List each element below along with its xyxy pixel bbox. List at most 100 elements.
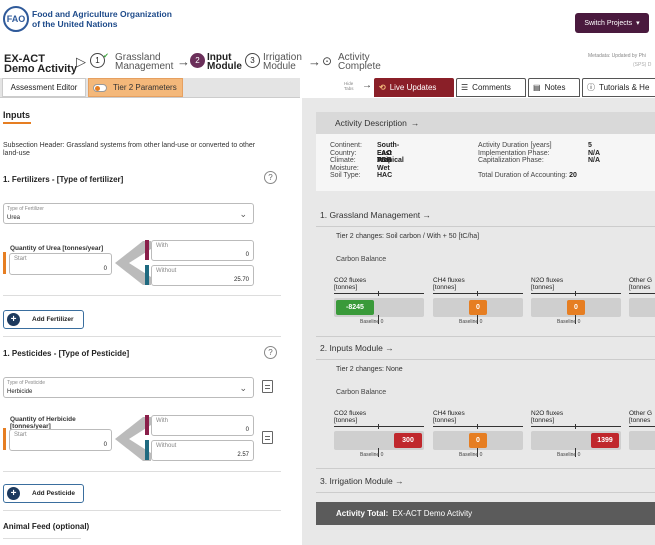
help-icon: ⓘ (587, 83, 595, 92)
tab-assessment-editor[interactable]: Assessment Editor (2, 78, 86, 97)
split-arrow-icon (115, 417, 151, 461)
module-grassland-title: 1. Grassland Management (320, 210, 421, 220)
activity-description-header[interactable]: Activity Description → (316, 112, 655, 134)
step-1-circle[interactable]: 1 (90, 53, 105, 68)
metadata-text: Metadata: Updated by Phi (588, 53, 646, 59)
flux-name-line1: N2O fluxes (531, 277, 564, 284)
step-1-label[interactable]: Grassland Management (115, 53, 174, 72)
chevron-down-icon: ▾ (636, 20, 640, 27)
section-underline (3, 122, 31, 124)
herbicide-with-input[interactable]: With 0 (151, 415, 254, 436)
tier2-label: Tier 2 Parameters (113, 83, 177, 92)
live-updates-panel: Activity Description → Continent: South-… (302, 98, 655, 545)
flux-name-line1: CH4 fluxes (433, 410, 465, 417)
arrow-right-icon: → (308, 54, 321, 69)
herbicide-start-input[interactable]: Start 0 (9, 429, 112, 451)
moisture-value: Wet (377, 164, 390, 172)
help-icon[interactable]: ? (264, 346, 277, 359)
flux-axis-tick (477, 424, 478, 429)
baseline-label: Baseline 0 (459, 452, 483, 458)
tab-tutorials[interactable]: ⓘ Tutorials & He (582, 78, 655, 97)
fao-logo: FAO (3, 6, 29, 32)
flux-name-line1: N2O fluxes (531, 410, 564, 417)
flux-name-line1: Other G (629, 410, 653, 417)
flux-name: N2O fluxes [tonnes] (531, 277, 563, 291)
switch-projects-label: Switch Projects (584, 19, 633, 27)
step-complete-label[interactable]: Activity Complete (338, 52, 381, 72)
divider (3, 471, 281, 472)
step-3-label[interactable]: Irrigation Module (263, 53, 302, 72)
pesticide-type-label: Type of Pesticide (7, 380, 46, 386)
add-pesticide-button[interactable]: + Add Pesticide (3, 484, 84, 503)
hide-tabs-line2: Tabs (344, 86, 354, 91)
flux-card: CH4 fluxes [tonnes] 0 Baseline 0 (433, 277, 525, 333)
climate-key: Climate: (330, 157, 356, 164)
add-fertilizer-label: Add Fertilizer (32, 316, 74, 323)
module-inputs-header[interactable]: 2. Inputs Module → (320, 343, 394, 353)
fertilizer-type-label: Type of Fertilizer (7, 206, 44, 212)
total-duration-key: Total Duration of Accounting: (478, 171, 568, 179)
with-color-bar (145, 415, 149, 435)
flux-name: Other G [tonnes (629, 410, 652, 424)
tab-tier2-parameters[interactable]: Tier 2 Parameters (88, 78, 183, 97)
baseline-marker (378, 448, 379, 457)
start-label: Start (14, 256, 27, 262)
flux-axis-line (334, 426, 424, 427)
subsection-header: Subsection Header: Grassland systems fro… (3, 142, 256, 157)
flux-card: Other G[tonnesB (629, 277, 655, 333)
switch-projects-button[interactable]: Switch Projects ▾ (575, 13, 649, 33)
step-complete-line1: Activity (338, 52, 370, 63)
total-duration-value: 20 (569, 171, 577, 179)
tier2-toggle[interactable] (93, 83, 107, 92)
step-3-circle[interactable]: 3 (245, 53, 260, 68)
step-1-label-line2: Management (115, 61, 174, 72)
document-icon[interactable] (262, 380, 273, 393)
pesticide-type-select[interactable]: Type of Pesticide Herbicide ⌄ (3, 377, 254, 398)
baseline-marker (477, 448, 478, 457)
activity-total-bar: Activity Total: EX-ACT Demo Activity (316, 502, 655, 525)
herbicide-without-input[interactable]: Without 2.57 (151, 440, 254, 461)
urea-with-input[interactable]: With 0 (151, 240, 254, 261)
module-grassland-header[interactable]: 1. Grassland Management → (320, 210, 431, 220)
fertilizer-type-select[interactable]: Type of Fertilizer Urea ⌄ (3, 203, 254, 224)
activity-total-value: EX-ACT Demo Activity (392, 509, 473, 518)
urea-without-input[interactable]: Without 25.70 (151, 265, 254, 286)
tab-live-updates[interactable]: ⟲ Live Updates (374, 78, 454, 97)
flux-axis-line (629, 293, 655, 294)
notes-icon: ▤ (533, 83, 541, 92)
flux-axis-line (531, 426, 621, 427)
divider (316, 468, 655, 469)
implementation-value: N/A (588, 149, 601, 157)
step-complete-line2: Complete (338, 61, 381, 72)
divider (3, 336, 281, 337)
help-icon[interactable]: ? (264, 171, 277, 184)
module-irrigation-header[interactable]: 3. Irrigation Module → (320, 476, 404, 486)
soil-type-key: Soil Type: (330, 172, 361, 179)
step-2-label[interactable]: Input Module (207, 53, 242, 72)
implementation-key: Implementation Phase: (478, 149, 550, 157)
activity-description-title: Activity Description (335, 118, 407, 128)
flux-card: N2O fluxes [tonnes] 1399 Baseline 0 (531, 410, 623, 466)
tab-notes[interactable]: ▤ Notes (528, 78, 580, 97)
flux-axis-line (433, 426, 523, 427)
flux-name-line2: [tonnes (629, 417, 651, 424)
divider (3, 538, 81, 539)
progress-steps: EX-ACT Demo Activity ▷ 1 ✔ Grassland Man… (0, 50, 655, 80)
with-value: 0 (245, 427, 249, 433)
herbicide-quantity-line1: Quantity of Herbicide (10, 416, 76, 423)
step-2-circle[interactable]: 2 (190, 53, 205, 68)
fertilizers-heading: 1. Fertilizers - [Type of fertilizer] (3, 175, 124, 184)
flux-card: Other G[tonnesB (629, 410, 655, 466)
document-icon[interactable] (262, 431, 273, 444)
flux-name-line1: Other G (629, 277, 653, 284)
urea-start-input[interactable]: Start 0 (9, 253, 112, 275)
herbicide-quantity-line2: [tonnes/year] (10, 423, 51, 430)
flux-value-badge: 0 (567, 300, 585, 315)
with-value: 0 (245, 252, 249, 258)
with-color-bar (145, 240, 149, 260)
climate-value: Tropical (377, 157, 404, 164)
hide-tabs-toggle[interactable]: Hide Tabs (344, 81, 354, 91)
add-fertilizer-button[interactable]: + Add Fertilizer (3, 310, 84, 329)
flux-name: CO2 fluxes [tonnes] (334, 277, 366, 291)
tab-comments[interactable]: ☰ Comments (456, 78, 526, 97)
